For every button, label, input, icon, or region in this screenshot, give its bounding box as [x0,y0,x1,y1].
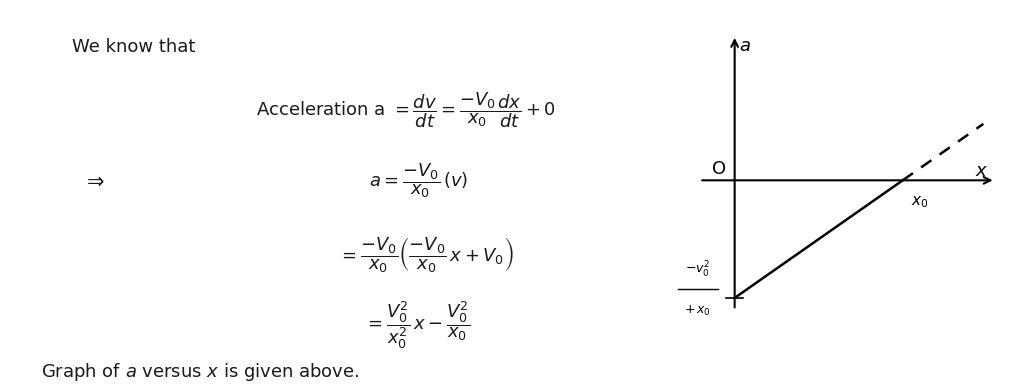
Text: $a = \dfrac{-V_0}{x_0}\,(v)$: $a = \dfrac{-V_0}{x_0}\,(v)$ [369,161,468,200]
Text: $-v^2_0$: $-v^2_0$ [685,260,711,280]
Text: Acceleration a $= \dfrac{dv}{dt} = \dfrac{-V_0}{x_0}\dfrac{dx}{dt} + 0$: Acceleration a $= \dfrac{dv}{dt} = \dfra… [256,90,556,130]
Text: $+\,x_0$: $+\,x_0$ [684,304,711,318]
Text: $= \dfrac{V_0^{2}}{x_0^{2}}\,x - \dfrac{V_0^{2}}{x_0}$: $= \dfrac{V_0^{2}}{x_0^{2}}\,x - \dfrac{… [364,299,470,351]
Text: $x$: $x$ [976,162,988,180]
Text: a: a [739,37,751,55]
Text: $x_0$: $x_0$ [910,194,929,210]
Text: $= \dfrac{-V_0}{x_0}\left(\dfrac{-V_0}{x_0}\,x + V_0\right)$: $= \dfrac{-V_0}{x_0}\left(\dfrac{-V_0}{x… [338,235,514,274]
Text: O: O [713,160,727,178]
Text: We know that: We know that [72,38,195,56]
Text: $\Rightarrow$: $\Rightarrow$ [82,170,104,191]
Text: Graph of $a$ versus $x$ is given above.: Graph of $a$ versus $x$ is given above. [41,361,359,383]
